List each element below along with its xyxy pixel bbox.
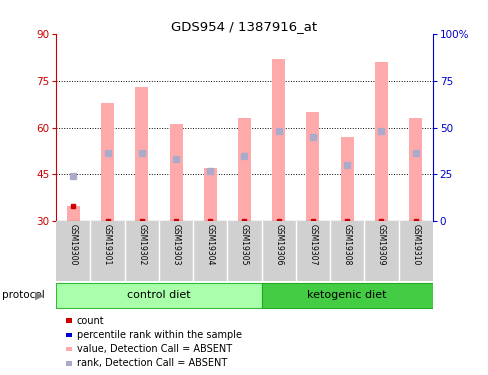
Bar (67, 206, 80, 221)
Text: rank, Detection Call = ABSENT: rank, Detection Call = ABSENT (77, 358, 226, 368)
Text: count: count (77, 316, 104, 326)
Text: GSM19306: GSM19306 (274, 224, 283, 266)
Bar (374, 62, 387, 221)
Bar (101, 102, 114, 221)
Text: percentile rank within the sample: percentile rank within the sample (77, 330, 241, 340)
Text: GSM19302: GSM19302 (137, 224, 146, 266)
Bar (169, 124, 182, 221)
Bar (272, 59, 285, 221)
Bar (56, 283, 261, 308)
Bar (340, 137, 353, 221)
Title: GDS954 / 1387916_at: GDS954 / 1387916_at (171, 20, 317, 33)
Text: GSM19300: GSM19300 (69, 224, 78, 266)
Text: GSM19310: GSM19310 (410, 224, 419, 266)
Bar (238, 118, 250, 221)
Text: GSM19305: GSM19305 (240, 224, 248, 266)
Text: ketogenic diet: ketogenic diet (307, 290, 386, 300)
Text: GSM19304: GSM19304 (205, 224, 214, 266)
Bar (261, 283, 432, 308)
Text: control diet: control diet (127, 290, 190, 300)
Text: protocol: protocol (2, 290, 45, 300)
Bar (408, 118, 421, 221)
Bar (203, 168, 216, 221)
Text: GSM19309: GSM19309 (376, 224, 385, 266)
Text: GSM19301: GSM19301 (103, 224, 112, 266)
Bar (135, 87, 148, 221)
Text: GSM19307: GSM19307 (308, 224, 317, 266)
Text: value, Detection Call = ABSENT: value, Detection Call = ABSENT (77, 344, 231, 354)
Text: GSM19308: GSM19308 (342, 224, 351, 266)
Bar (306, 112, 319, 221)
Text: GSM19303: GSM19303 (171, 224, 180, 266)
Text: ▶: ▶ (35, 290, 43, 300)
